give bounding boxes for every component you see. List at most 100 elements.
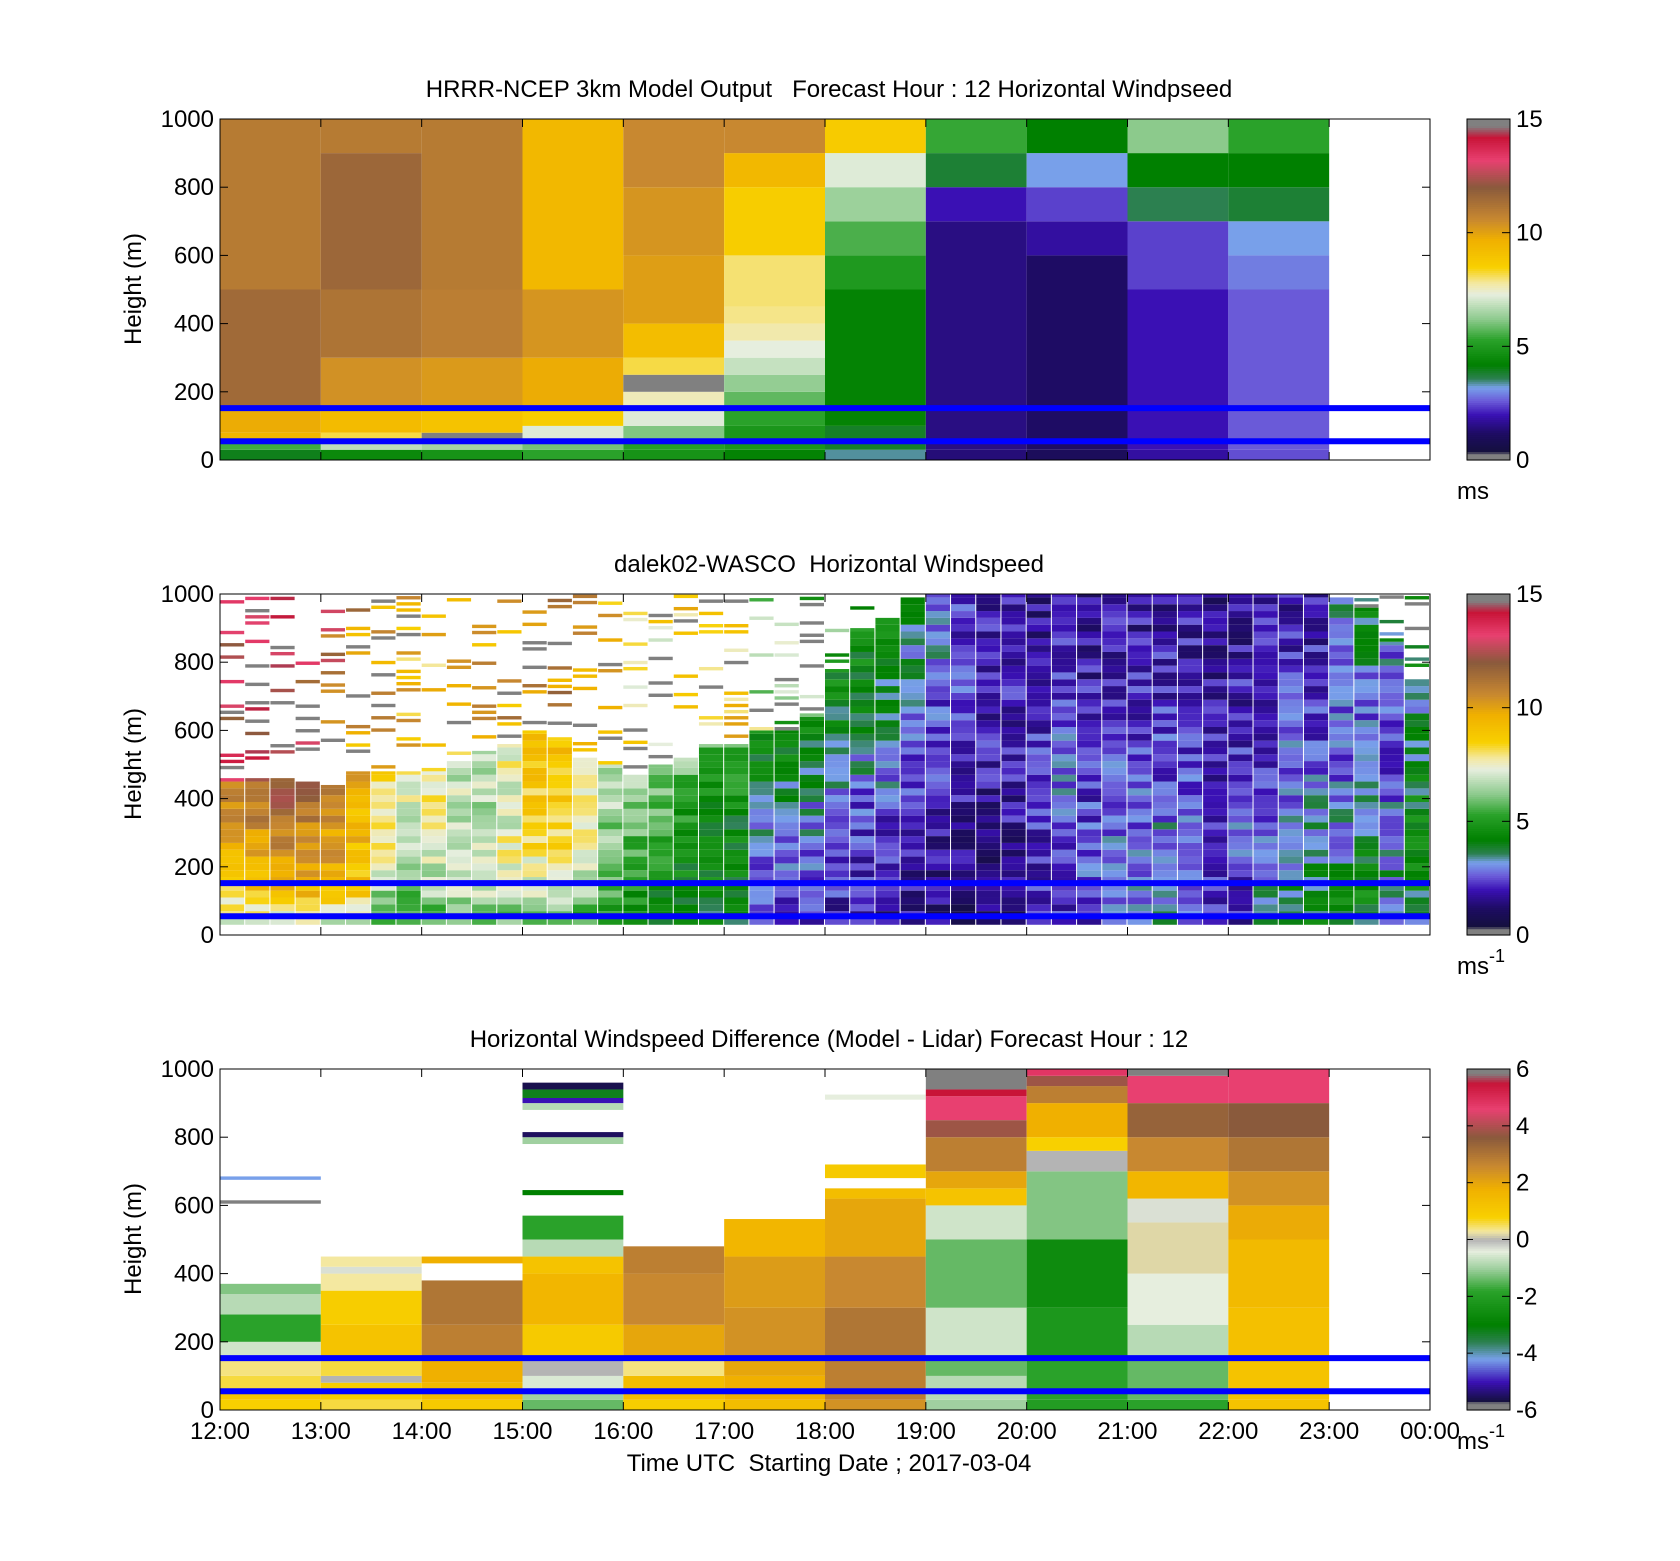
- heatmap-cell: [572, 748, 598, 752]
- heatmap-cell: [371, 836, 396, 843]
- heatmap-cell: [598, 849, 623, 857]
- colorbar-swatch: [1467, 1162, 1510, 1166]
- heatmap-cell: [1077, 883, 1102, 891]
- heatmap-cell: [396, 632, 421, 637]
- colorbar-swatch: [1467, 370, 1510, 374]
- heatmap-cell: [925, 733, 951, 741]
- heatmap-cell: [497, 795, 522, 803]
- heatmap-cell: [396, 802, 421, 809]
- heatmap-cell: [1253, 733, 1278, 741]
- colorbar-swatch: [1467, 755, 1510, 759]
- heatmap-cell: [623, 883, 648, 891]
- heatmap-cell: [1051, 604, 1077, 612]
- heatmap-cell: [1152, 740, 1177, 748]
- colorbar-swatch: [1467, 843, 1510, 847]
- y-axis-label: Height (m): [120, 708, 147, 820]
- heatmap-cell: [1303, 836, 1329, 843]
- colorbar-swatch: [1467, 138, 1510, 141]
- heatmap-cell: [270, 836, 295, 843]
- heatmap-cell: [1379, 713, 1404, 721]
- heatmap-cell: [1001, 692, 1026, 700]
- heatmap-cell: [825, 904, 850, 912]
- heatmap-cell: [446, 863, 472, 871]
- heatmap-cell: [421, 822, 446, 830]
- heatmap-cell: [1001, 842, 1026, 850]
- heatmap-cell: [724, 890, 749, 898]
- heatmap-cell: [522, 1389, 624, 1400]
- heatmap-cell: [1404, 720, 1429, 727]
- heatmap-cell: [598, 669, 623, 673]
- heatmap-cell: [850, 733, 875, 741]
- heatmap-cell: [925, 699, 951, 707]
- heatmap-cell: [220, 449, 321, 460]
- heatmap-cell: [875, 856, 900, 864]
- heatmap-cell: [825, 802, 850, 809]
- heatmap-cell: [1303, 829, 1329, 837]
- heatmap-cell: [1278, 713, 1303, 721]
- heatmap-cell: [1354, 815, 1379, 823]
- heatmap-cell: [799, 822, 824, 830]
- heatmap-cell: [1102, 842, 1127, 850]
- heatmap-cell: [547, 917, 572, 925]
- heatmap-cell: [850, 829, 875, 837]
- heatmap-cell: [951, 686, 976, 693]
- heatmap-cell: [1253, 754, 1278, 762]
- heatmap-cell: [673, 897, 698, 905]
- heatmap-cell: [925, 1307, 1027, 1359]
- heatmap-cell: [925, 645, 951, 652]
- heatmap-cell: [1203, 754, 1228, 762]
- heatmap-cell: [320, 1399, 422, 1410]
- heatmap-cell: [900, 863, 925, 871]
- colorbar-swatch: [1467, 238, 1510, 242]
- heatmap-cell: [875, 849, 900, 857]
- heatmap-cell: [951, 638, 976, 646]
- heatmap-cell: [547, 788, 572, 796]
- heatmap-cell: [522, 788, 547, 796]
- heatmap-cell: [245, 897, 270, 905]
- heatmap-cell: [572, 781, 598, 789]
- heatmap-cell: [1354, 733, 1379, 741]
- heatmap-cell: [1354, 863, 1379, 871]
- heatmap-cell: [1379, 870, 1404, 878]
- heatmap-cell: [220, 600, 245, 604]
- colorbar-swatch: [1467, 1190, 1510, 1194]
- heatmap-cell: [1228, 856, 1253, 864]
- heatmap-cell: [1177, 788, 1203, 796]
- colorbar-swatch: [1467, 1094, 1510, 1098]
- heatmap-cell: [1253, 781, 1278, 789]
- heatmap-cell: [875, 829, 900, 837]
- heatmap-cell: [598, 788, 623, 796]
- heatmap-cell: [1177, 802, 1203, 809]
- heatmap-cell: [522, 720, 547, 725]
- heatmap-cell: [976, 611, 1001, 618]
- heatmap-cell: [1228, 594, 1253, 598]
- heatmap-cell: [724, 340, 825, 358]
- colorbar-swatch: [1467, 877, 1510, 881]
- colorbar-swatch: [1467, 428, 1510, 431]
- heatmap-cell: [1379, 774, 1404, 782]
- heatmap-cell: [698, 788, 724, 796]
- heatmap-cell: [1303, 713, 1329, 721]
- colorbar-tick-label: 0: [1516, 1227, 1529, 1254]
- heatmap-cell: [875, 699, 900, 707]
- heatmap-cell: [698, 897, 724, 905]
- heatmap-cell: [1303, 733, 1329, 741]
- heatmap-cell: [220, 836, 245, 843]
- x-ticks: [219, 119, 1431, 460]
- colorbar-swatch: [1467, 193, 1510, 197]
- heatmap-cell: [749, 842, 774, 850]
- heatmap-cell: [749, 822, 774, 830]
- heatmap-cell: [1303, 645, 1329, 652]
- heatmap-cell: [522, 408, 624, 426]
- heatmap-cell: [951, 692, 976, 700]
- heatmap-cell: [1177, 645, 1203, 652]
- heatmap-cell: [572, 761, 598, 768]
- heatmap-cell: [547, 815, 572, 823]
- heatmap-cell: [1203, 624, 1228, 632]
- heatmap-cell: [1228, 1171, 1330, 1206]
- colorbar-swatch: [1467, 841, 1510, 844]
- heatmap-cell: [925, 617, 951, 625]
- heatmap-cell: [522, 357, 624, 409]
- heatmap-cell: [220, 289, 321, 409]
- heatmap-cell: [220, 870, 245, 878]
